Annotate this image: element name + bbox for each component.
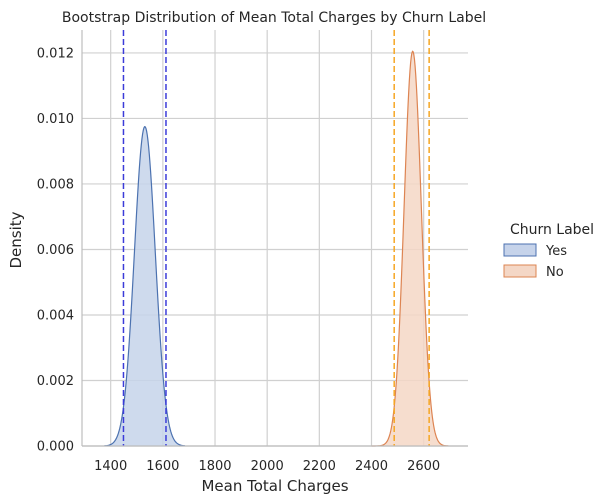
y-axis-label: Density xyxy=(7,211,25,268)
x-tick-label-3: 2000 xyxy=(251,459,284,474)
legend-swatch-yes xyxy=(503,243,537,257)
x-tick-label-6: 2600 xyxy=(407,459,440,474)
y-tick-label-1: 0.002 xyxy=(37,374,74,389)
legend-label-no: No xyxy=(546,265,564,280)
density-areas xyxy=(104,50,449,447)
axes xyxy=(81,30,468,447)
x-axis-label: Mean Total Charges xyxy=(201,477,348,495)
density-fill-yes xyxy=(104,126,186,446)
density-fill-no xyxy=(371,51,449,447)
density-line-no xyxy=(371,50,449,447)
chart-title: Bootstrap Distribution of Mean Total Cha… xyxy=(62,10,486,26)
x-tick-labels: 1400 1600 1800 2000 2200 2400 2600 xyxy=(94,459,440,474)
legend-title: Churn Label xyxy=(510,222,594,238)
ci-lines xyxy=(122,30,430,446)
y-tick-label-0: 0.000 xyxy=(37,440,74,455)
density-line-yes xyxy=(104,126,186,447)
y-tick-label-4: 0.008 xyxy=(37,177,74,192)
legend: Churn Label Yes No xyxy=(503,222,594,280)
x-tick-label-5: 2400 xyxy=(355,459,388,474)
legend-swatch-no xyxy=(503,264,537,278)
y-tick-label-2: 0.004 xyxy=(37,308,74,323)
y-tick-label-6: 0.012 xyxy=(37,46,74,61)
x-tick-label-1: 1600 xyxy=(146,459,179,474)
x-tick-label-4: 2200 xyxy=(303,459,336,474)
y-tick-label-5: 0.010 xyxy=(37,112,74,127)
y-tick-labels: 0.000 0.002 0.004 0.006 0.008 0.010 0.012 xyxy=(37,46,74,454)
x-tick-label-2: 1800 xyxy=(198,459,231,474)
legend-label-yes: Yes xyxy=(545,244,567,259)
x-tick-label-0: 1400 xyxy=(94,459,127,474)
y-tick-label-3: 0.006 xyxy=(37,243,74,258)
